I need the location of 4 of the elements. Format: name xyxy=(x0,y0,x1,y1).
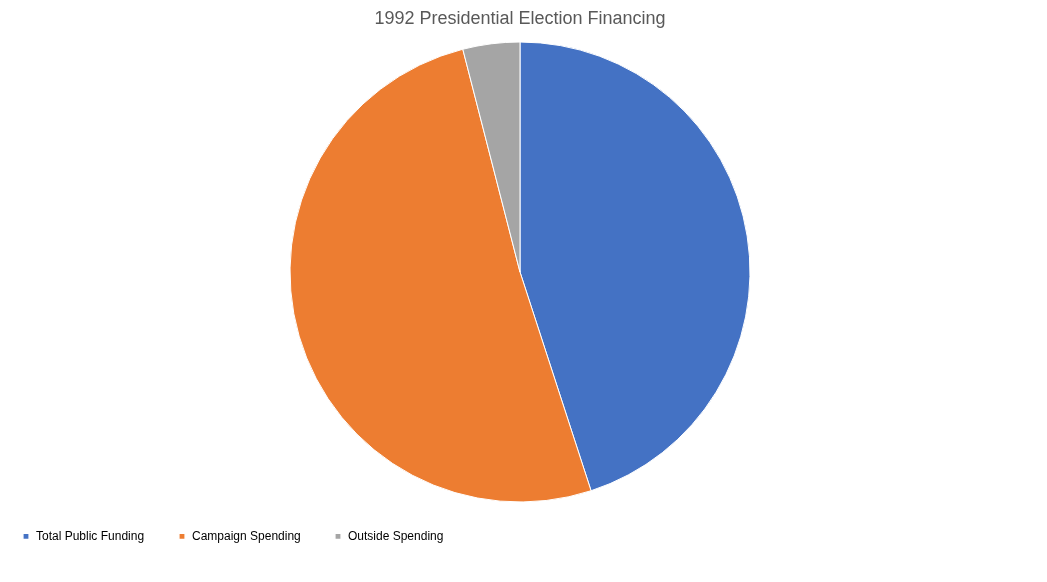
legend-label: Total Public Funding xyxy=(36,529,145,544)
legend-label: Outside Spending xyxy=(348,529,444,544)
legend-label: Campaign Spending xyxy=(192,529,301,544)
chart-title: 1992 Presidential Election Financing xyxy=(374,8,666,28)
